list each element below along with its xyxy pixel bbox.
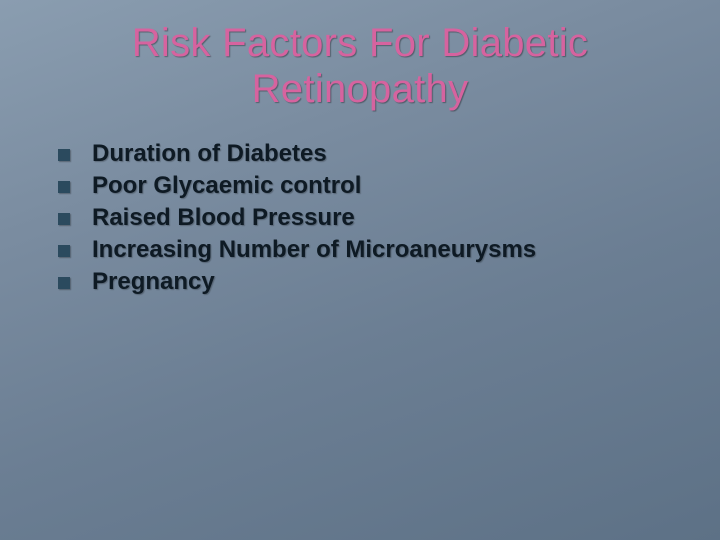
square-bullet-icon <box>58 245 70 257</box>
bullet-text: Poor Glycaemic control <box>92 172 361 200</box>
bullet-text: Duration of Diabetes <box>92 140 327 168</box>
square-bullet-icon <box>58 149 70 161</box>
square-bullet-icon <box>58 277 70 289</box>
square-bullet-icon <box>58 213 70 225</box>
list-item: Duration of Diabetes <box>58 140 680 168</box>
list-item: Raised Blood Pressure <box>58 204 680 232</box>
slide-container: Risk Factors For Diabetic Retinopathy Du… <box>0 0 720 540</box>
bullet-list: Duration of Diabetes Poor Glycaemic cont… <box>40 140 680 296</box>
list-item: Poor Glycaemic control <box>58 172 680 200</box>
bullet-text: Pregnancy <box>92 268 215 296</box>
slide-title: Risk Factors For Diabetic Retinopathy <box>40 20 680 112</box>
square-bullet-icon <box>58 181 70 193</box>
list-item: Pregnancy <box>58 268 680 296</box>
bullet-text: Raised Blood Pressure <box>92 204 355 232</box>
list-item: Increasing Number of Microaneurysms <box>58 236 680 264</box>
bullet-text: Increasing Number of Microaneurysms <box>92 236 536 264</box>
